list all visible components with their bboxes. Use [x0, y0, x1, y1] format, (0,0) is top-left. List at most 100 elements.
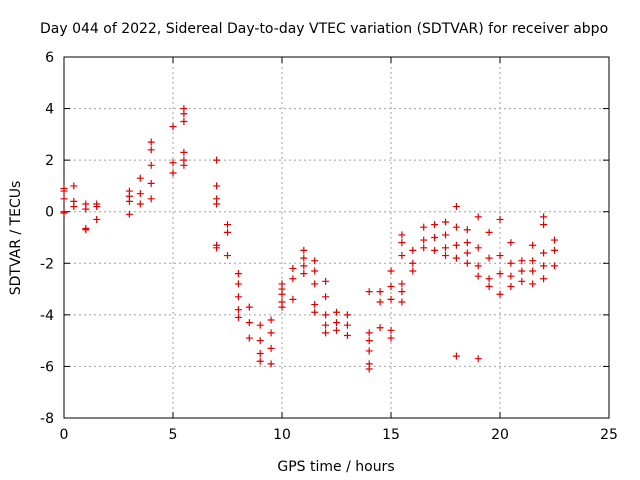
- y-tick-label: -4: [40, 308, 54, 324]
- data-point: [343, 321, 351, 329]
- data-point: [398, 298, 406, 306]
- data-point: [540, 221, 548, 229]
- data-point: [529, 257, 537, 265]
- data-point: [147, 146, 155, 154]
- data-point: [485, 282, 493, 290]
- y-tick-label: 6: [45, 50, 54, 66]
- data-points: [60, 105, 558, 373]
- data-point: [376, 298, 384, 306]
- data-point: [485, 254, 493, 262]
- data-point: [180, 161, 188, 169]
- data-point: [60, 209, 68, 217]
- y-axis-label: SDTVAR / TECUs: [8, 181, 24, 296]
- data-point: [125, 210, 133, 218]
- data-point: [387, 334, 395, 342]
- data-point: [398, 288, 406, 296]
- data-point: [452, 203, 460, 211]
- data-point: [540, 262, 548, 270]
- x-tick-label: 25: [600, 427, 618, 443]
- y-tick-label: 4: [45, 102, 54, 118]
- data-point: [442, 244, 449, 252]
- x-tick-label: 10: [273, 427, 291, 443]
- data-point: [213, 156, 221, 164]
- data-point: [82, 226, 90, 234]
- y-tick-label: -6: [40, 359, 54, 375]
- data-point: [518, 277, 526, 285]
- data-point: [311, 267, 319, 275]
- data-point: [300, 262, 308, 270]
- data-point: [496, 215, 504, 223]
- data-point: [180, 148, 188, 156]
- data-point: [452, 241, 460, 249]
- x-axis-label: GPS time / hours: [277, 459, 394, 475]
- data-point: [322, 321, 330, 329]
- data-point: [322, 329, 330, 337]
- data-point: [463, 259, 471, 267]
- data-point: [387, 295, 395, 303]
- data-point: [387, 326, 395, 334]
- data-point: [343, 331, 351, 339]
- data-point: [387, 267, 395, 275]
- data-point: [213, 200, 221, 208]
- data-point: [224, 252, 231, 260]
- data-point: [376, 324, 384, 332]
- data-point: [60, 187, 68, 195]
- data-point: [234, 270, 242, 278]
- data-point: [93, 203, 101, 211]
- data-point: [485, 228, 493, 236]
- data-point: [289, 264, 297, 272]
- y-tick-label: 0: [45, 205, 54, 221]
- data-point: [463, 226, 471, 234]
- data-point: [540, 213, 548, 221]
- data-point: [398, 231, 406, 239]
- data-point: [147, 179, 155, 187]
- axis-ticks: -8 -6 -4 -2 0 2 4 6 0 5 10 15 20 25: [40, 50, 618, 443]
- data-point: [136, 200, 144, 208]
- data-point: [125, 197, 133, 205]
- data-point: [431, 234, 439, 241]
- data-point: [551, 236, 558, 244]
- data-point: [256, 357, 264, 365]
- data-point: [474, 355, 482, 363]
- data-point: [474, 213, 482, 221]
- data-point: [365, 347, 373, 355]
- data-point: [180, 110, 188, 118]
- data-point: [420, 244, 428, 252]
- data-point: [474, 272, 482, 280]
- data-point: [289, 275, 297, 283]
- data-point: [234, 313, 242, 321]
- data-point: [409, 246, 417, 254]
- data-point: [311, 257, 319, 265]
- data-point: [551, 246, 558, 254]
- data-point: [474, 262, 482, 270]
- data-point: [267, 344, 275, 352]
- data-point: [365, 288, 373, 296]
- data-point: [169, 169, 177, 177]
- data-point: [147, 161, 155, 169]
- data-point: [540, 249, 548, 257]
- data-point: [420, 223, 428, 231]
- data-point: [333, 319, 340, 327]
- data-point: [442, 218, 449, 226]
- data-point: [551, 262, 558, 270]
- data-point: [311, 308, 319, 316]
- data-point: [213, 182, 221, 190]
- data-point: [70, 182, 78, 190]
- data-point: [300, 270, 308, 278]
- data-point: [234, 306, 242, 314]
- data-point: [452, 352, 460, 360]
- data-point: [529, 267, 537, 275]
- data-point: [398, 252, 406, 260]
- x-tick-label: 0: [60, 427, 69, 443]
- y-tick-label: -8: [40, 411, 54, 427]
- data-point: [333, 308, 340, 316]
- data-point: [365, 337, 373, 345]
- data-point: [300, 246, 308, 254]
- data-point: [507, 259, 515, 267]
- data-point: [507, 272, 515, 280]
- data-point: [147, 195, 155, 203]
- data-point: [245, 303, 253, 311]
- data-point: [311, 280, 319, 288]
- data-point: [463, 249, 471, 257]
